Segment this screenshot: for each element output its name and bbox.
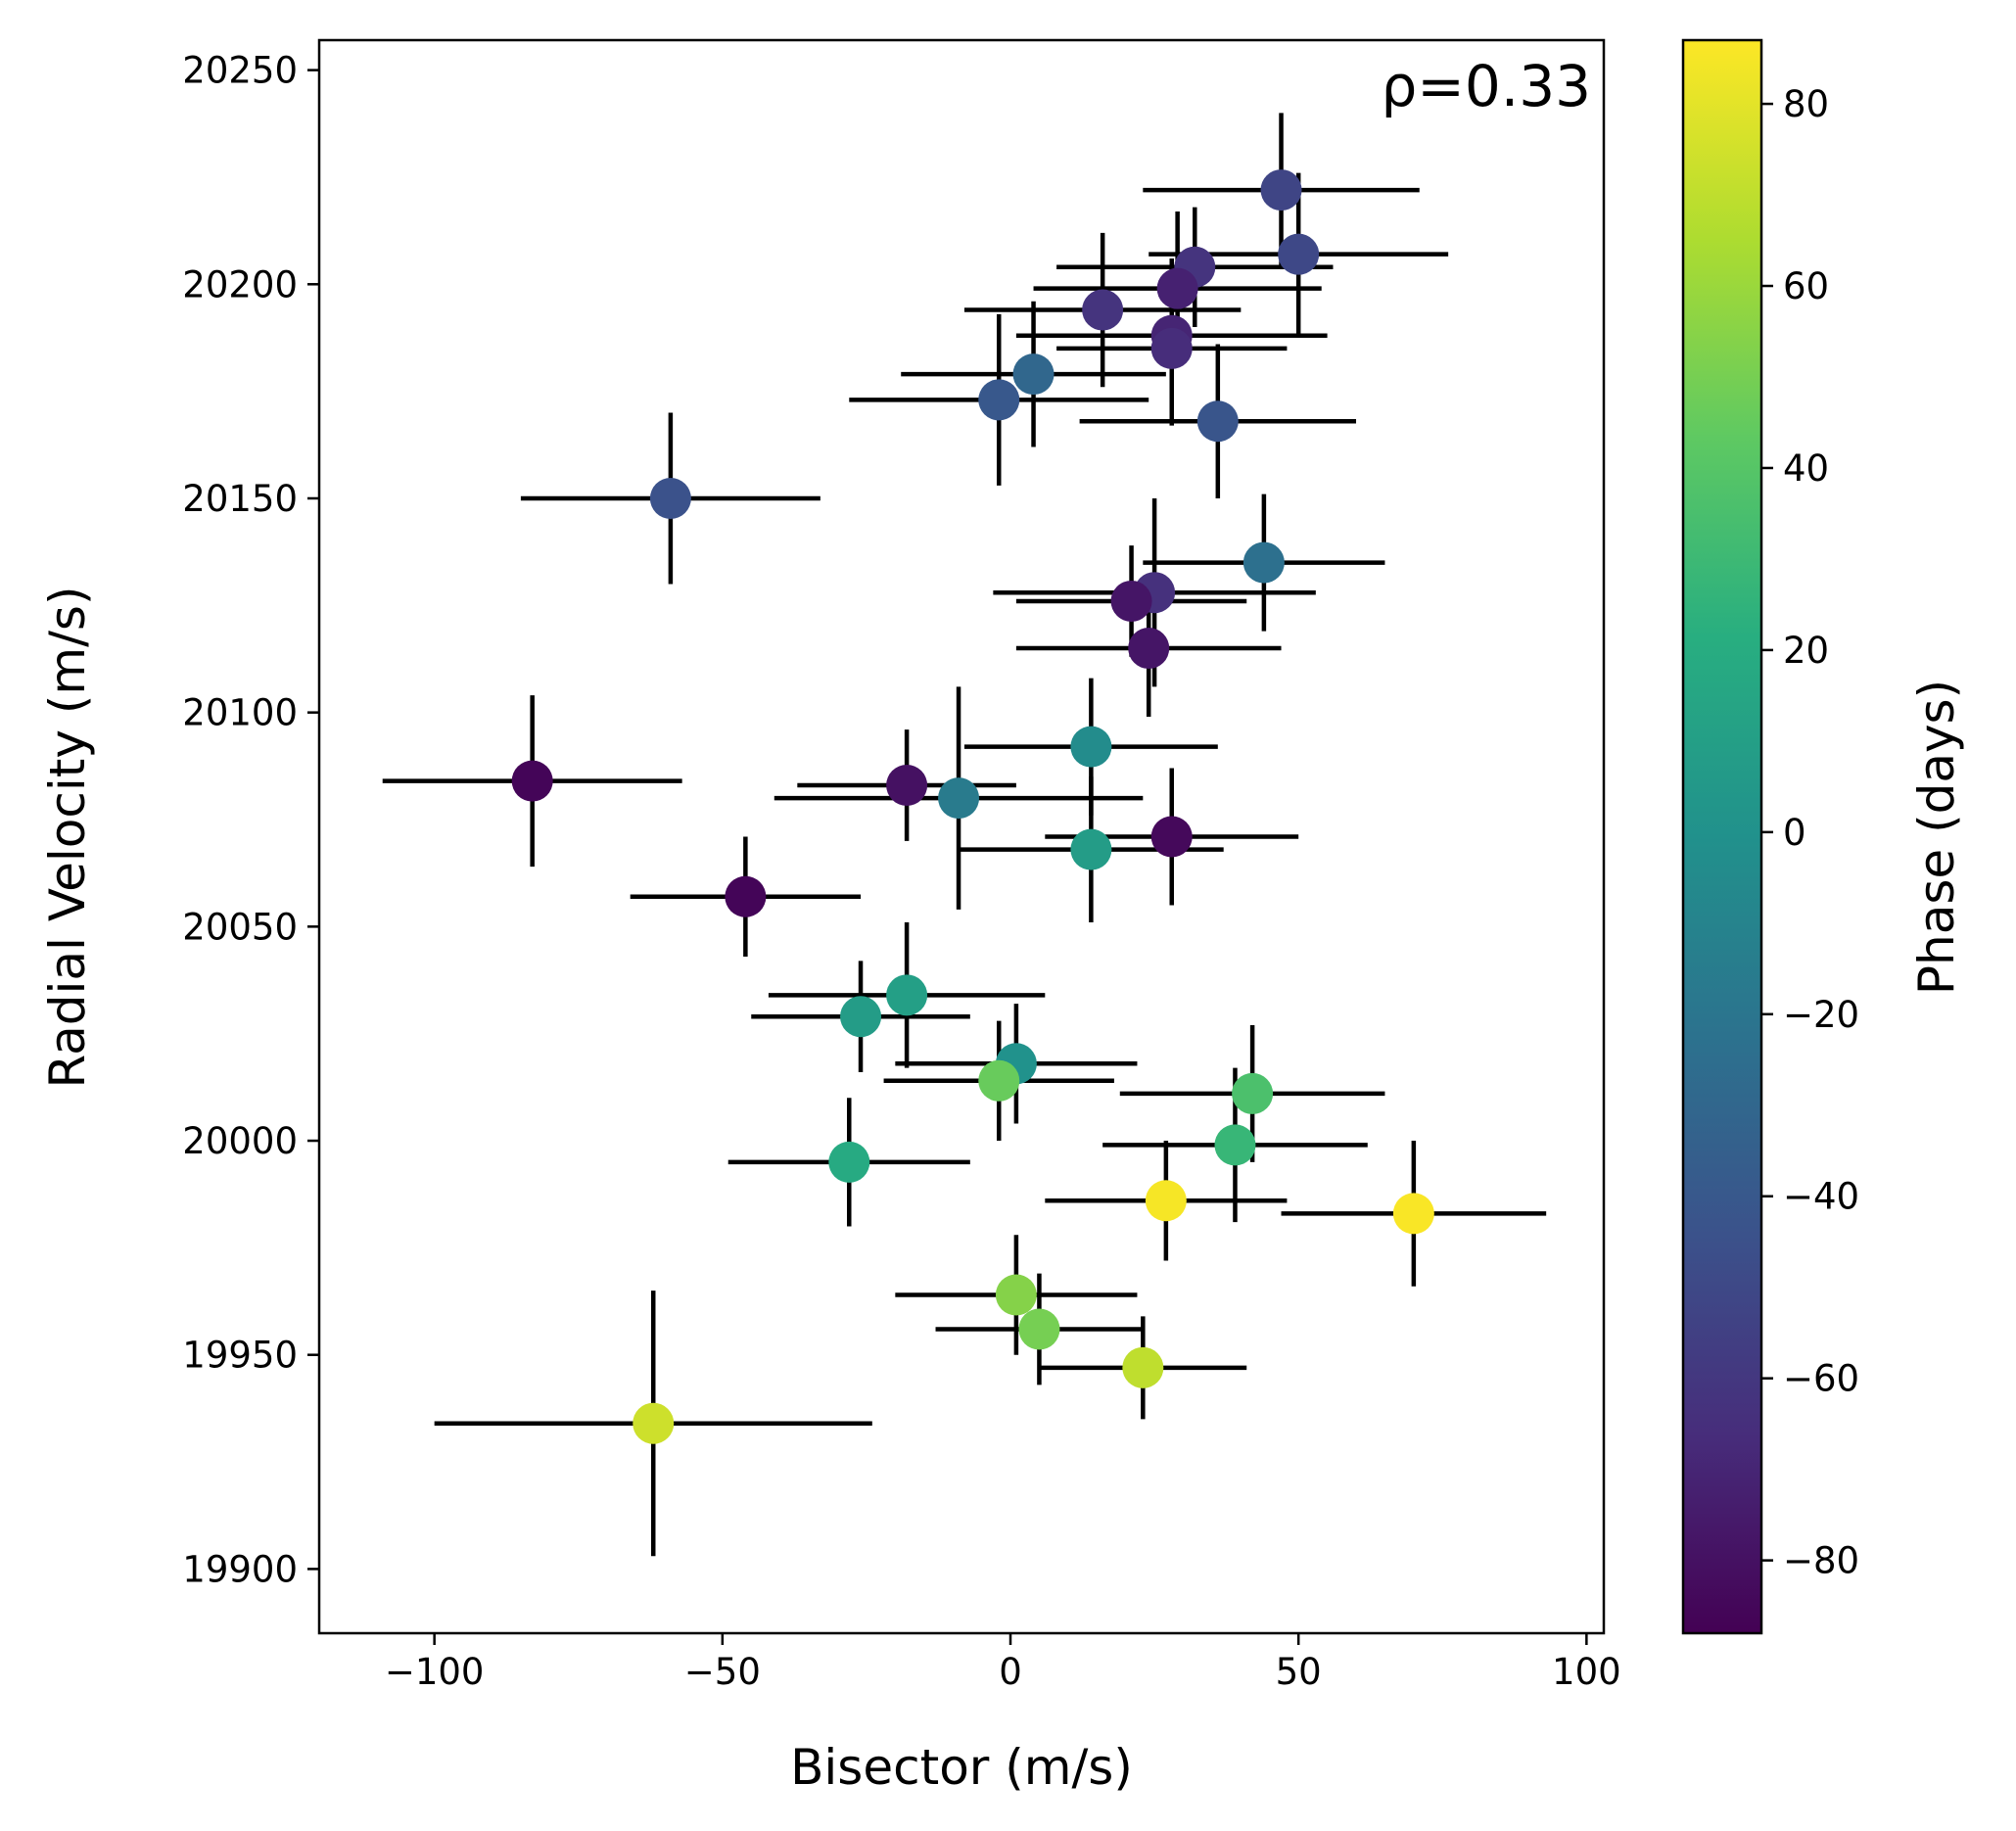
data-point [511, 760, 553, 802]
data-point [1392, 1193, 1434, 1235]
colorbar-tick-label: 60 [1783, 265, 1829, 307]
data-point [828, 1141, 870, 1183]
data-point [886, 974, 928, 1016]
colorbar-tick-label: 40 [1783, 447, 1829, 490]
data-point [978, 379, 1020, 421]
data-point [725, 875, 767, 917]
x-axis-ticks: −100 −50 0 50 100 [385, 1633, 1621, 1693]
colorbar-tick-label: −20 [1783, 994, 1859, 1036]
y-axis-ticks: 19900 19950 20000 20050 20100 20150 20200 20250 [182, 50, 319, 1590]
colorbar-title: Phase (days) [1908, 680, 1965, 995]
data-point [995, 1274, 1037, 1316]
data-point [1278, 233, 1320, 275]
data-point [1128, 628, 1170, 670]
x-tick-label: −50 [684, 1651, 761, 1693]
data-point [1242, 541, 1285, 584]
plot-area [319, 40, 1604, 1633]
x-tick-label: 50 [1276, 1651, 1322, 1693]
plot-frame [317, 38, 1606, 1635]
data-point [633, 1402, 675, 1444]
y-tick-label: 20100 [182, 692, 298, 734]
x-axis-title: Bisector (m/s) [790, 1739, 1133, 1796]
y-axis-title: Radial Velocity (m/s) [39, 587, 96, 1089]
y-tick-label: 20150 [182, 478, 298, 520]
colorbar-tick-label: −40 [1783, 1176, 1859, 1218]
data-point [886, 765, 928, 807]
data-point [1018, 1308, 1060, 1350]
colorbar-ticks: −80 −60 −40 −20 0 20 40 60 80 [1761, 83, 1859, 1582]
correlation-annotation: ρ=0.33 [1381, 53, 1591, 119]
x-tick-label: 0 [999, 1651, 1022, 1693]
data-point [978, 1059, 1020, 1102]
data-point [1156, 267, 1198, 309]
x-tick-label: 100 [1552, 1651, 1621, 1693]
y-tick-label: 20250 [182, 50, 298, 92]
colorbar-tick-label: −80 [1783, 1540, 1859, 1582]
data-point [1110, 580, 1152, 622]
y-tick-label: 20200 [182, 263, 298, 305]
y-tick-label: 19900 [182, 1548, 298, 1590]
colorbar-tick-label: 0 [1783, 812, 1806, 854]
data-point [1012, 353, 1055, 396]
marker-layer [511, 169, 1434, 1444]
y-tick-label: 20050 [182, 906, 298, 948]
data-point [1232, 1072, 1274, 1114]
colorbar-tick-label: 20 [1783, 630, 1829, 672]
y-tick-label: 19950 [182, 1335, 298, 1377]
x-tick-label: −100 [385, 1651, 485, 1693]
data-point [1070, 828, 1112, 870]
colorbar [1681, 38, 1763, 1635]
data-point [1082, 289, 1124, 331]
colorbar-tick-label: −60 [1783, 1358, 1859, 1400]
data-point [840, 996, 882, 1038]
data-point [1214, 1124, 1256, 1166]
data-point [1070, 726, 1112, 768]
data-point [649, 477, 691, 519]
data-point [1122, 1346, 1164, 1388]
colorbar-tick-label: 80 [1783, 83, 1829, 125]
data-point [1196, 400, 1239, 443]
data-point [1150, 327, 1193, 369]
data-point [938, 777, 980, 820]
data-point [1150, 816, 1193, 858]
data-point [1260, 169, 1302, 211]
data-point [1145, 1180, 1187, 1222]
y-tick-label: 20000 [182, 1120, 298, 1162]
